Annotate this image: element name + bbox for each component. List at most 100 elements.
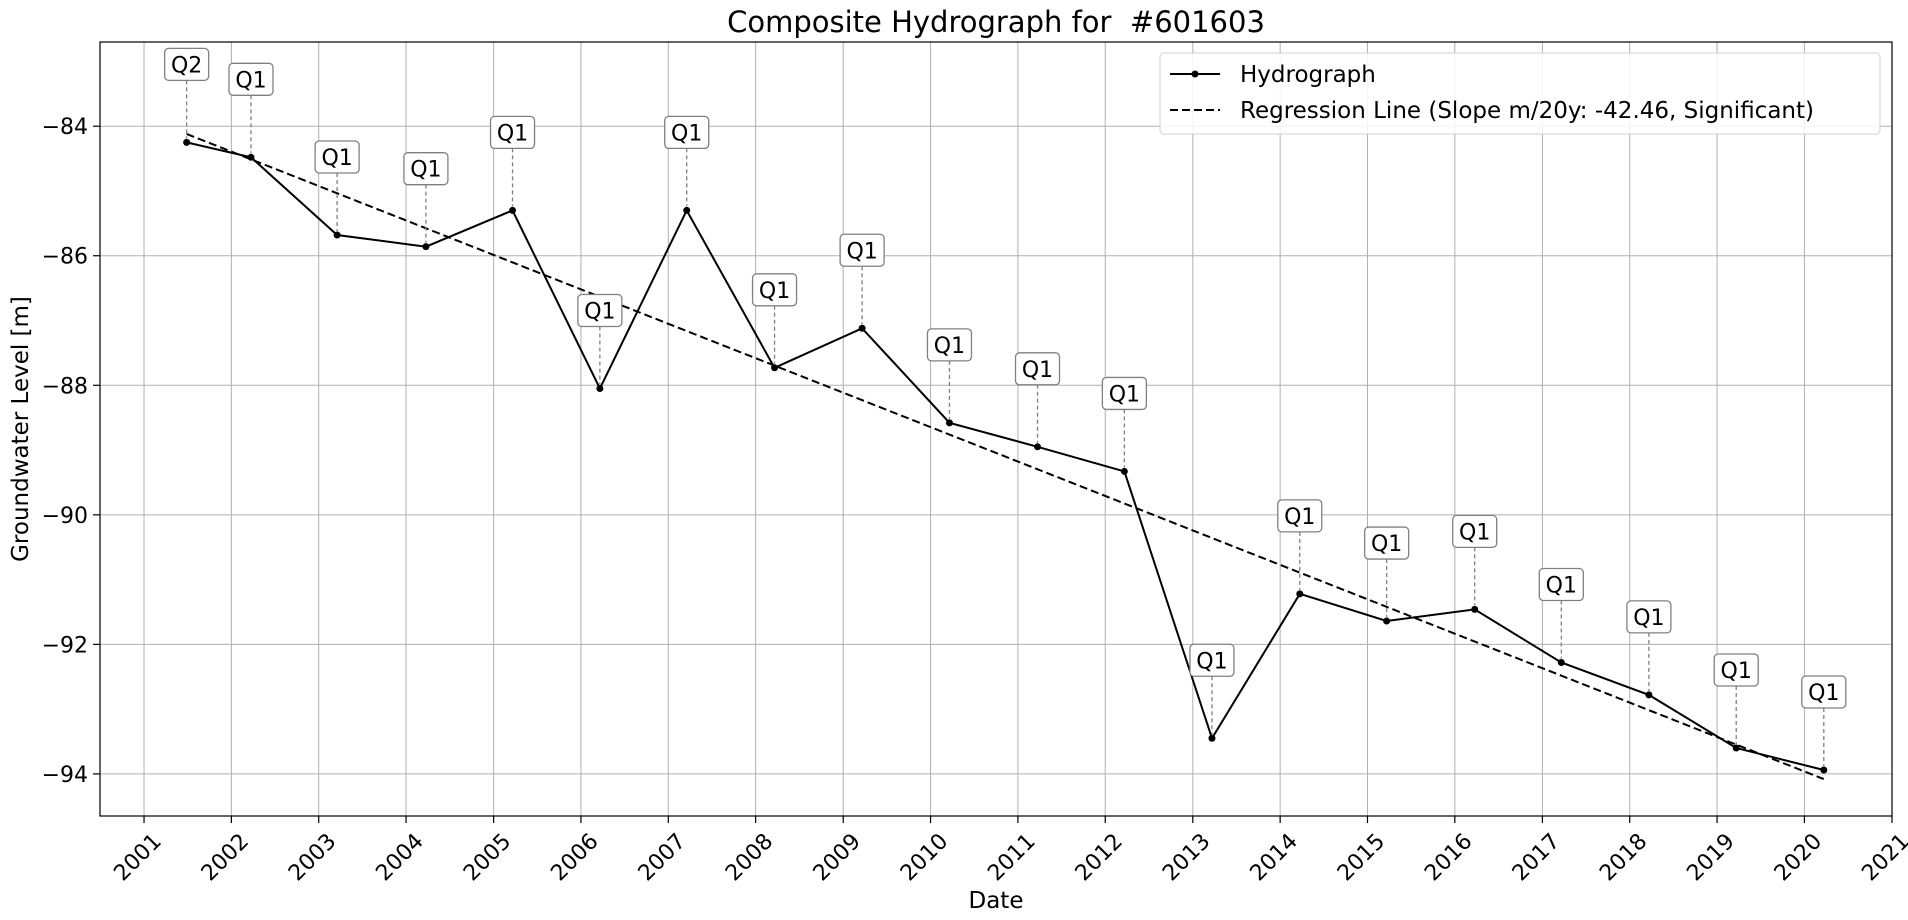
legend: Hydrograph Regression Line (Slope m/20y:… <box>1159 52 1881 135</box>
quality-annotation: Q1 <box>1801 675 1847 767</box>
annotation-label: Q2 <box>171 53 202 78</box>
legend-frame <box>1159 52 1881 135</box>
regression-line <box>186 133 1825 781</box>
x-tick-label: 2014 <box>1246 829 1303 886</box>
annotation-label: Q1 <box>321 146 352 171</box>
hydrograph-point <box>1034 443 1042 451</box>
annotation-label: Q1 <box>1808 681 1839 706</box>
annotation-box <box>1713 653 1759 687</box>
annotation-box <box>839 233 885 267</box>
x-tick-label: 2013 <box>1158 829 1215 886</box>
quality-annotation: Q1 <box>1101 376 1148 468</box>
annotation-box <box>926 328 973 362</box>
x-tick-label: 2008 <box>721 829 778 886</box>
annotation-box <box>1538 567 1584 602</box>
quality-annotation: Q1 <box>839 233 885 325</box>
quality-annotation: Q1 <box>1363 526 1410 618</box>
x-tick-label: 2016 <box>1420 829 1477 886</box>
hydrograph-point <box>1471 605 1479 613</box>
annotation-box <box>163 47 210 82</box>
hydrograph-point <box>596 385 604 393</box>
annotation-label: Q1 <box>1109 382 1140 407</box>
y-tick-label: −94 <box>42 763 88 788</box>
annotation-label: Q1 <box>759 279 790 304</box>
annotation-label: Q1 <box>1022 358 1053 383</box>
annotation-box <box>664 115 710 150</box>
x-tick-label: 2019 <box>1682 829 1739 886</box>
chart-title: Composite Hydrograph for #601603 <box>727 5 1265 39</box>
grid <box>100 42 1893 816</box>
legend-regression-label: Regression Line (Slope m/20y: -42.46, Si… <box>1240 98 1814 124</box>
hydrograph-point <box>1820 766 1828 774</box>
hydrograph-point <box>683 206 691 214</box>
annotation-label: Q1 <box>497 121 528 146</box>
annotation-box <box>403 152 449 186</box>
quality-annotation: Q1 <box>1713 653 1759 744</box>
annotation-label: Q1 <box>1371 532 1402 557</box>
annotation-label: Q1 <box>934 334 965 359</box>
quality-annotation: Q1 <box>1189 643 1235 735</box>
quality-annotation: Q1 <box>1014 352 1061 443</box>
quality-annotation: Q1 <box>1538 567 1584 659</box>
y-tick-label: −90 <box>42 504 88 529</box>
hydrograph-point <box>1208 734 1216 742</box>
x-tick-label: 2009 <box>809 829 866 886</box>
annotation-label: Q1 <box>846 239 877 264</box>
annotation-box <box>1101 376 1148 411</box>
plot-area-frame <box>99 41 1893 817</box>
annotation-box <box>1189 643 1235 677</box>
annotation-box <box>1801 675 1847 709</box>
annotation-box <box>1363 526 1410 560</box>
x-tick-label: 2005 <box>459 829 516 886</box>
hydrograph-line <box>186 141 1825 771</box>
quality-annotation: Q1 <box>228 62 274 154</box>
x-tick-label: 2010 <box>896 829 953 886</box>
quality-annotation: Q1 <box>403 152 449 243</box>
quality-annotation: Q1 <box>577 293 623 385</box>
x-tick-label: 2017 <box>1508 829 1565 886</box>
annotation-label: Q1 <box>1459 520 1490 545</box>
y-axis-ticks: −84 −86 −88 −90 −92 −94 <box>42 115 100 788</box>
y-tick-label: −86 <box>42 245 88 270</box>
annotation-label: Q1 <box>1196 649 1227 674</box>
annotation-box <box>1626 600 1672 634</box>
annotation-box <box>577 293 623 328</box>
annotation-box <box>1277 499 1323 533</box>
quality-annotation: Q2 <box>163 47 210 139</box>
hydrograph-point <box>509 206 517 214</box>
x-tick-label: 2004 <box>371 829 428 886</box>
quality-annotations: Q2 Q1 Q1 Q1 Q1 Q1 Q1 Q1 Q1 Q1 Q1 Q1 Q1 Q1 Q1 Q1 Q1 Q1 Q1 Q1 <box>163 47 1847 767</box>
x-tick-label: 2020 <box>1770 829 1827 886</box>
x-tick-label: 2003 <box>284 829 341 886</box>
y-tick-label: −84 <box>42 115 88 140</box>
quality-annotation: Q1 <box>926 328 973 419</box>
annotation-box <box>314 140 360 174</box>
x-tick-label: 2012 <box>1071 829 1128 886</box>
quality-annotation: Q1 <box>1626 600 1672 691</box>
quality-annotation: Q1 <box>664 115 710 207</box>
annotation-box <box>489 115 536 150</box>
y-tick-label: −92 <box>42 633 88 658</box>
x-tick-label: 2006 <box>546 829 603 886</box>
quality-annotation: Q1 <box>1277 499 1323 590</box>
annotation-box <box>751 273 798 307</box>
annotation-label: Q1 <box>1633 606 1664 631</box>
hydrograph-point <box>858 324 866 332</box>
annotation-label: Q1 <box>1721 659 1752 684</box>
hydrograph-point <box>333 231 341 239</box>
x-tick-label: 2018 <box>1595 829 1652 886</box>
hydrograph-point <box>247 153 255 161</box>
quality-annotation: Q1 <box>1452 514 1498 606</box>
hydrograph-series <box>183 138 1828 774</box>
regression-series <box>186 133 1825 781</box>
x-tick-label: 2007 <box>634 829 691 886</box>
x-axis-ticks: 2001 2002 2003 2004 2005 2006 2007 2008 2009 2010… <box>109 816 1908 886</box>
annotation-label: Q1 <box>1546 573 1577 598</box>
x-tick-label: 2011 <box>983 829 1040 886</box>
quality-annotation: Q1 <box>314 140 360 232</box>
legend-hydrograph-label: Hydrograph <box>1240 62 1376 88</box>
annotation-label: Q1 <box>1284 505 1315 530</box>
annotation-label: Q1 <box>410 158 441 183</box>
hydrograph-point <box>1557 658 1565 666</box>
